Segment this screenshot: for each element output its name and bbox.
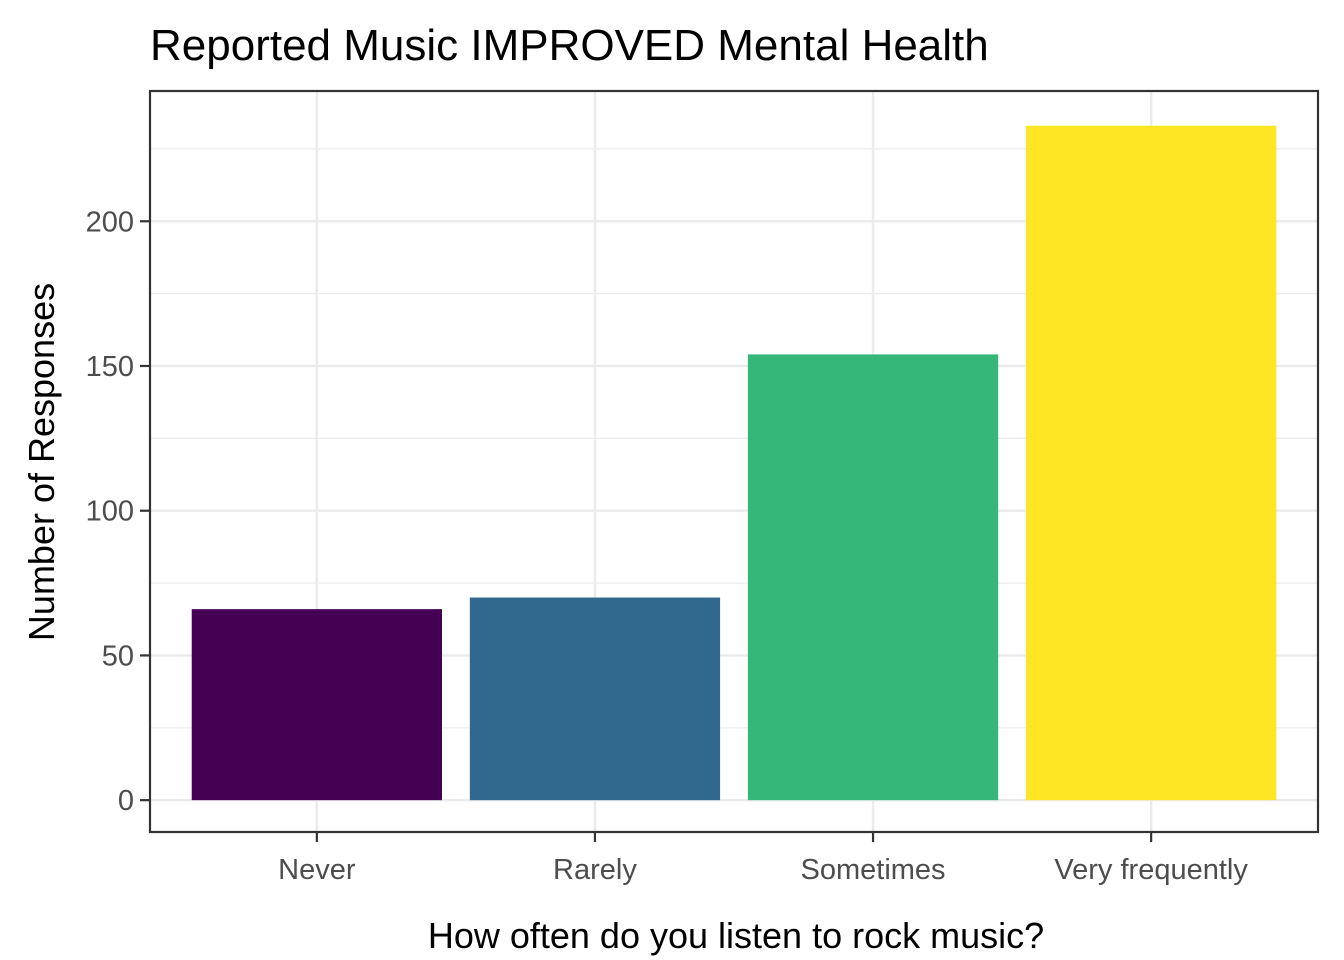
bars: [191, 125, 1277, 801]
y-axis: 0 50 100 150 200: [86, 206, 150, 817]
bar-sometimes: [747, 354, 999, 801]
y-tick-label: 200: [86, 206, 134, 238]
x-tick-label: Very frequently: [1054, 854, 1248, 886]
chart-title: Reported Music IMPROVED Mental Health: [150, 21, 989, 70]
x-tick-label: Sometimes: [801, 854, 946, 886]
x-tick-label: Rarely: [553, 854, 637, 886]
x-axis-title: How often do you listen to rock music?: [428, 915, 1044, 956]
y-tick-label: 150: [86, 351, 134, 383]
bar-never: [191, 609, 442, 801]
y-tick-label: 50: [102, 640, 134, 672]
plot-panel: [148, 89, 1320, 834]
y-axis-title: Number of Responses: [21, 283, 62, 641]
y-tick-label: 0: [118, 785, 134, 817]
y-tick-label: 100: [86, 496, 134, 528]
bar-rarely: [469, 597, 721, 801]
x-tick-label: Never: [278, 854, 356, 886]
panel-border: [148, 89, 1320, 834]
x-axis: Never Rarely Sometimes Very frequently: [278, 832, 1248, 886]
bar-very-frequently: [1026, 125, 1277, 801]
